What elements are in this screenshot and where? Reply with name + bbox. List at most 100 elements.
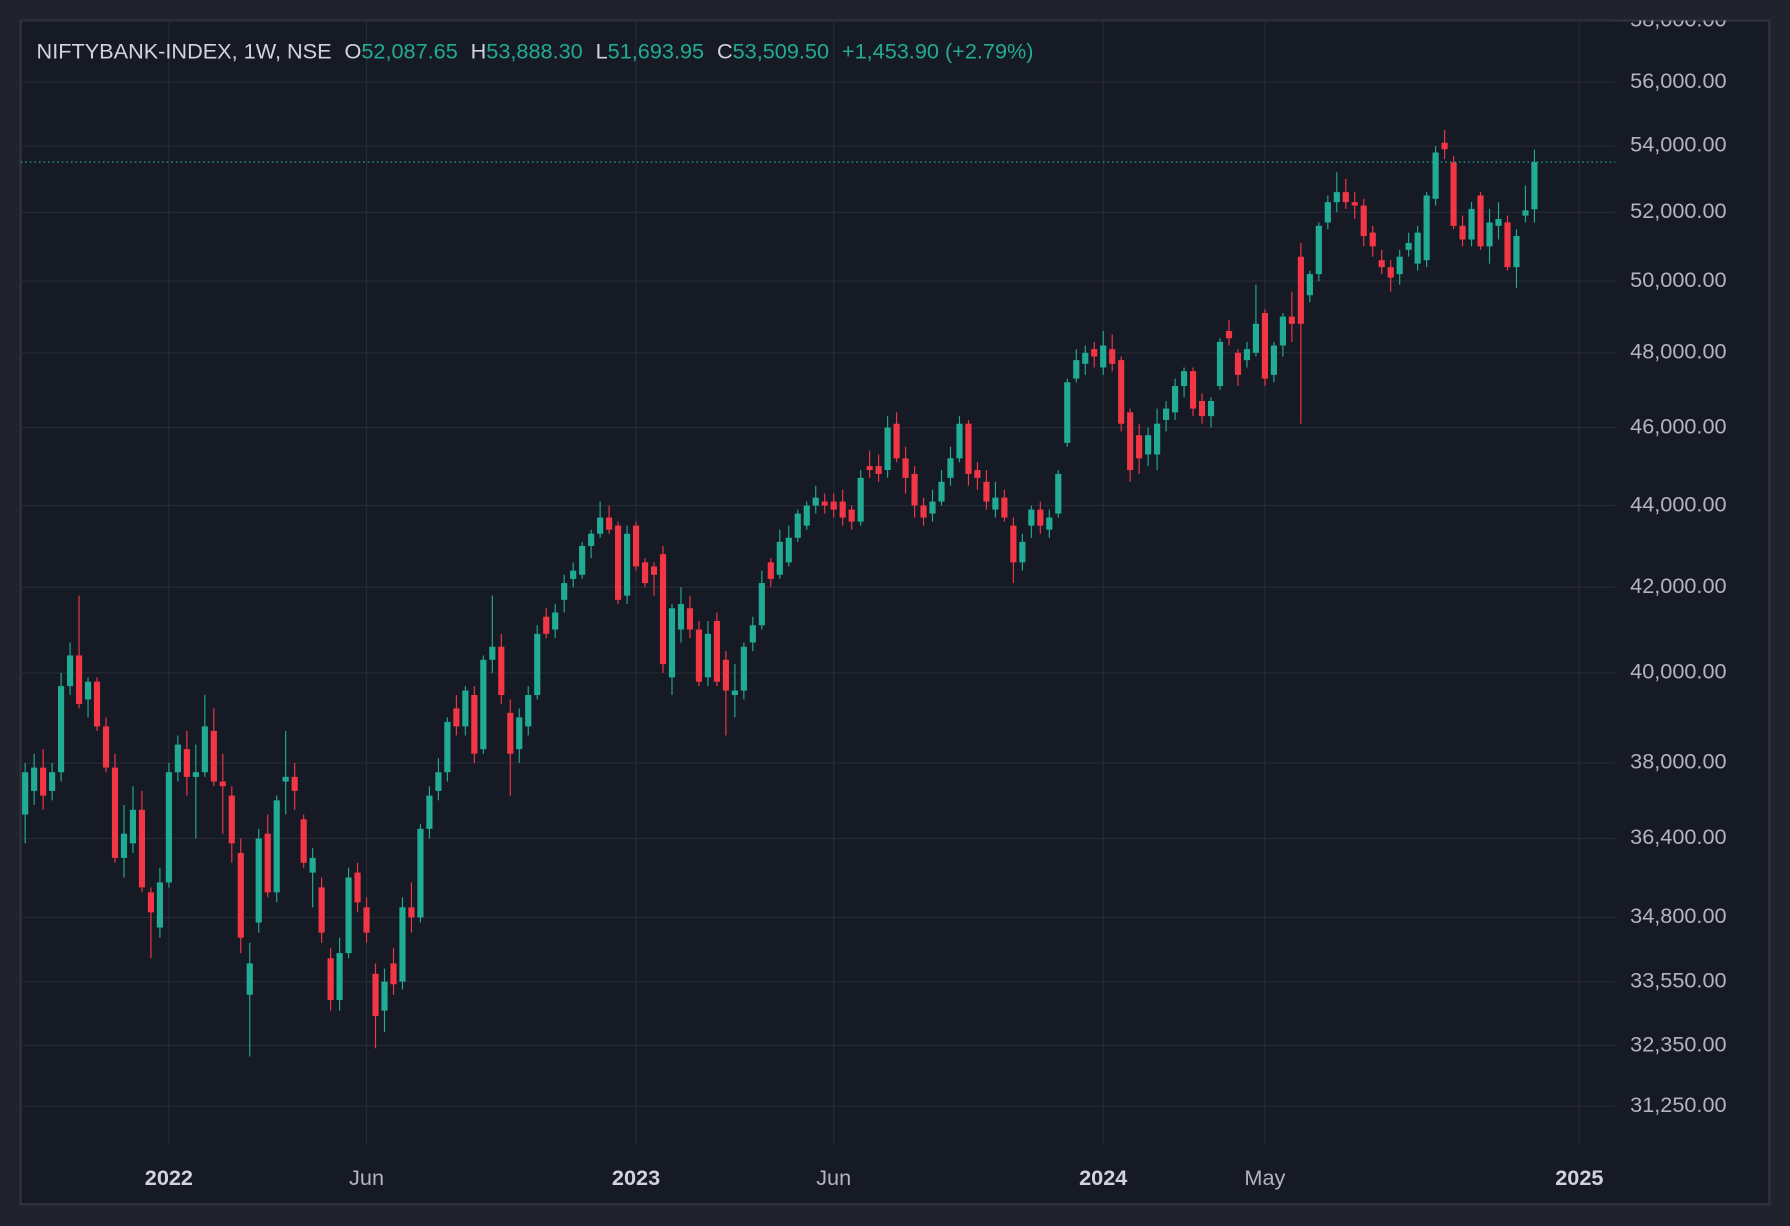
y-tick-label: 33,550.00 bbox=[1630, 967, 1726, 992]
axes: 31,250.00 32,350.00 33,550.00 34,800.00 36,4… bbox=[145, 21, 1727, 1190]
candle-body bbox=[273, 800, 280, 893]
candle-body bbox=[1504, 222, 1511, 268]
candle-body bbox=[1513, 236, 1520, 268]
candle-body bbox=[1019, 541, 1026, 563]
candle-body bbox=[1064, 382, 1071, 443]
candle-body bbox=[1477, 195, 1484, 247]
candle-body bbox=[1360, 205, 1367, 237]
candle-body bbox=[983, 481, 990, 502]
candle-body bbox=[228, 795, 235, 844]
candle-body bbox=[138, 809, 146, 888]
candle-body bbox=[1136, 435, 1143, 459]
candle-body bbox=[309, 857, 316, 873]
candle-body bbox=[183, 749, 190, 777]
candle-body bbox=[947, 458, 954, 478]
candle-body bbox=[1378, 260, 1385, 268]
candle-body bbox=[650, 566, 658, 575]
candle-body bbox=[1010, 525, 1017, 563]
candle-body bbox=[525, 694, 532, 727]
candle-body bbox=[659, 554, 667, 665]
candle-body bbox=[938, 481, 945, 502]
candle-body bbox=[570, 570, 577, 579]
close-key: C bbox=[717, 38, 733, 63]
candle-body bbox=[1315, 225, 1322, 275]
candle-body bbox=[354, 872, 361, 903]
candle-body bbox=[992, 497, 999, 510]
candle-body bbox=[480, 659, 487, 750]
candle-body bbox=[1486, 222, 1493, 247]
candle-body bbox=[1405, 242, 1412, 250]
y-tick-label: 48,000.00 bbox=[1630, 339, 1726, 364]
candle-body bbox=[1127, 412, 1134, 471]
candle-body bbox=[641, 562, 649, 584]
candle-body bbox=[489, 646, 496, 660]
y-tick-label: 40,000.00 bbox=[1630, 659, 1726, 684]
candle-body bbox=[1342, 192, 1349, 203]
high-key: H bbox=[471, 38, 487, 63]
x-tick-label: 2022 bbox=[145, 1165, 193, 1190]
candle-body bbox=[785, 537, 792, 563]
candle-body bbox=[390, 963, 397, 985]
candle-body bbox=[40, 767, 47, 796]
x-tick-label: Jun bbox=[816, 1165, 851, 1190]
y-tick-label: 31,250.00 bbox=[1630, 1092, 1726, 1117]
candle-body bbox=[830, 501, 837, 510]
candle-body bbox=[1387, 267, 1394, 278]
candle-body bbox=[534, 633, 541, 695]
candle-body bbox=[49, 772, 56, 791]
candle-body bbox=[1145, 435, 1152, 455]
candle-body bbox=[453, 708, 460, 727]
ohlc-header: NIFTYBANK-INDEX, 1W, NSE O52,087.65 H53,… bbox=[37, 38, 1034, 63]
candle-body bbox=[327, 958, 334, 1001]
y-tick-label: 38,000.00 bbox=[1630, 749, 1726, 774]
candle-body bbox=[821, 501, 828, 506]
candle-body bbox=[1441, 142, 1448, 150]
candle-body bbox=[588, 533, 595, 546]
candle-body bbox=[884, 427, 891, 471]
candle-body bbox=[1333, 192, 1340, 203]
candle-body bbox=[282, 776, 289, 782]
candle-body bbox=[956, 423, 963, 459]
candle-body bbox=[237, 853, 244, 938]
x-tick-label: Jun bbox=[349, 1165, 384, 1190]
candle-body bbox=[111, 767, 119, 858]
candle-body bbox=[345, 877, 352, 954]
candle-body bbox=[417, 828, 424, 918]
open-key: O bbox=[344, 38, 361, 63]
candle-body bbox=[1324, 202, 1331, 223]
candle-body bbox=[31, 767, 38, 791]
candle-body bbox=[632, 525, 640, 567]
candle-body bbox=[794, 513, 801, 538]
candle-body bbox=[722, 659, 729, 691]
candle-body bbox=[893, 423, 900, 459]
candle-body bbox=[1243, 349, 1251, 361]
candle-body bbox=[839, 501, 846, 518]
candle-body bbox=[147, 892, 155, 913]
candle-body bbox=[668, 608, 676, 678]
candle-body bbox=[408, 907, 415, 918]
candle-body bbox=[803, 505, 810, 526]
candle-body bbox=[1414, 232, 1421, 264]
high-value: 53,888.30 bbox=[486, 38, 582, 63]
candle-body bbox=[22, 772, 29, 815]
candle-body bbox=[435, 772, 442, 791]
candle-body bbox=[174, 744, 181, 773]
candle-body bbox=[462, 690, 469, 727]
y-tick-label: 44,000.00 bbox=[1630, 491, 1726, 516]
candle-body bbox=[677, 604, 685, 630]
candle-body bbox=[129, 809, 137, 844]
candle-body bbox=[246, 963, 253, 995]
candle-body bbox=[363, 907, 370, 933]
candle-body bbox=[848, 509, 855, 522]
candle-body bbox=[1225, 330, 1233, 339]
candle-body bbox=[58, 686, 65, 773]
candle-body bbox=[75, 655, 83, 704]
candles bbox=[20, 129, 1616, 1057]
candle-body bbox=[758, 583, 765, 626]
candle-body bbox=[812, 497, 819, 506]
candle-body bbox=[1001, 497, 1008, 518]
y-tick-label: 34,800.00 bbox=[1630, 903, 1726, 928]
candle-body bbox=[1154, 423, 1161, 455]
candle-body bbox=[471, 694, 478, 754]
